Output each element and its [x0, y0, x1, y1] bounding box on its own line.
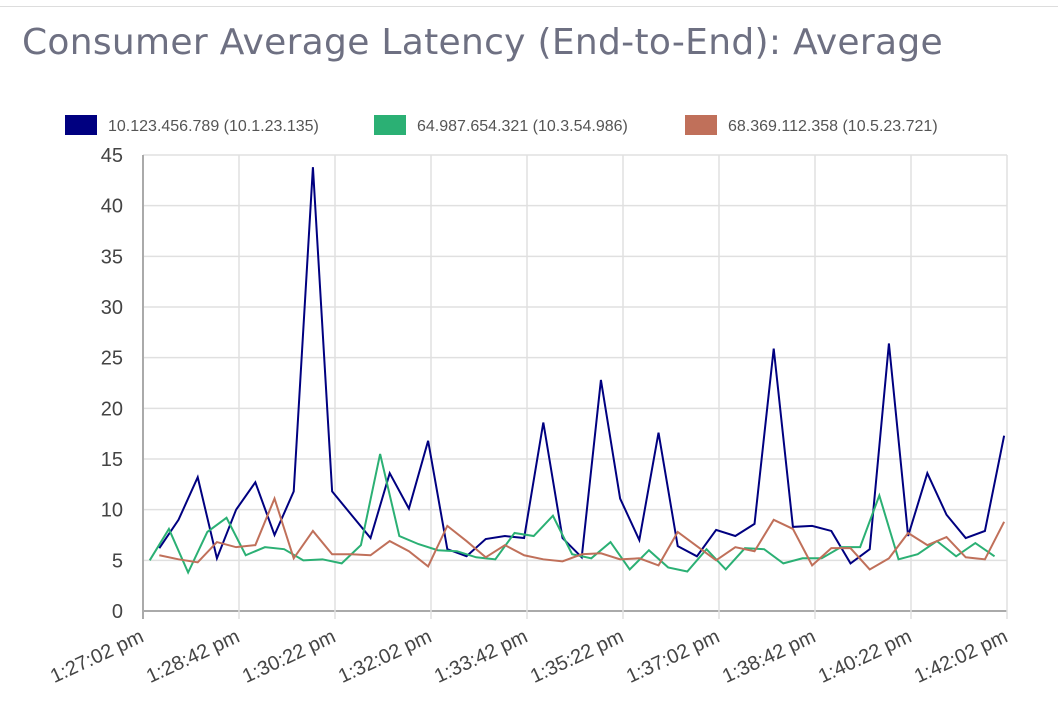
x-tick-label: 1:33:42 pm [431, 626, 531, 688]
legend-swatch [685, 115, 717, 135]
legend-swatch [374, 115, 406, 135]
x-tick-label: 1:42:02 pm [911, 626, 1011, 688]
x-tick-label: 1:28:42 pm [143, 626, 243, 688]
legend-label: 10.123.456.789 (10.1.23.135) [108, 118, 319, 135]
x-tick-label: 1:38:42 pm [719, 626, 819, 688]
y-tick-label: 40 [101, 196, 123, 218]
y-tick-label: 15 [101, 449, 123, 471]
legend-label: 64.987.654.321 (10.3.54.986) [417, 118, 628, 135]
y-tick-label: 35 [101, 246, 123, 268]
x-tick-label: 1:32:02 pm [335, 626, 435, 688]
x-tick-label: 1:35:22 pm [527, 626, 627, 688]
legend-label: 68.369.112.358 (10.5.23.721) [728, 118, 938, 135]
series-line [148, 453, 996, 575]
legend-swatch [65, 115, 97, 135]
y-tick-label: 0 [112, 601, 123, 623]
x-tick-label: 1:37:02 pm [623, 626, 723, 688]
x-tick-label: 1:30:22 pm [239, 626, 339, 688]
x-tick-label: 1:27:02 pm [47, 626, 147, 688]
chart-title: Consumer Average Latency (End-to-End): A… [22, 22, 943, 63]
y-tick-label: 5 [112, 550, 123, 572]
y-tick-label: 30 [101, 297, 123, 319]
y-tick-label: 45 [101, 145, 123, 167]
y-tick-label: 20 [101, 398, 123, 420]
series-line [158, 167, 1006, 565]
y-tick-label: 25 [101, 348, 123, 370]
top-divider [0, 6, 1058, 7]
x-tick-label: 1:40:22 pm [815, 626, 915, 688]
y-tick-label: 10 [101, 500, 123, 522]
